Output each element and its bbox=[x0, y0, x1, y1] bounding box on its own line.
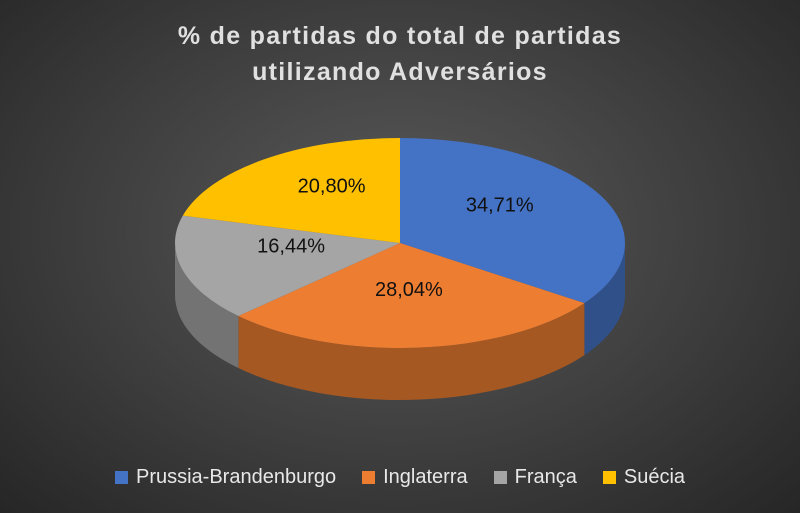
slice bbox=[238, 243, 585, 348]
slice bbox=[182, 138, 400, 243]
legend-item: Prussia-Brandenburgo bbox=[114, 466, 337, 489]
legend: Prussia-Brandenburgo Inglaterra França Suéc… bbox=[0, 466, 800, 489]
legend-label: Prussia-Brandenburgo bbox=[135, 466, 337, 488]
slice bbox=[400, 138, 625, 304]
slice-side bbox=[584, 243, 625, 356]
slice-side bbox=[175, 243, 239, 369]
slice bbox=[175, 215, 400, 317]
data-label: 20,80% bbox=[298, 175, 366, 197]
data-label: 34,71% bbox=[466, 195, 534, 217]
data-label: 16,44% bbox=[257, 236, 325, 258]
chart-title: % de partidas do total de partidas utili… bbox=[177, 22, 623, 86]
legend-swatch bbox=[493, 471, 507, 484]
data-label: 28,04% bbox=[375, 279, 443, 301]
slice-side bbox=[238, 303, 585, 401]
legend-label: Inglaterra bbox=[383, 466, 468, 488]
legend-item: Suécia bbox=[602, 466, 686, 489]
legend-swatch bbox=[114, 471, 128, 484]
legend-item: Inglaterra bbox=[362, 466, 468, 489]
legend-label: Suécia bbox=[623, 466, 686, 488]
legend-item: França bbox=[493, 466, 577, 489]
legend-label: França bbox=[514, 466, 577, 488]
legend-swatch bbox=[362, 471, 376, 484]
legend-swatch bbox=[602, 471, 616, 484]
